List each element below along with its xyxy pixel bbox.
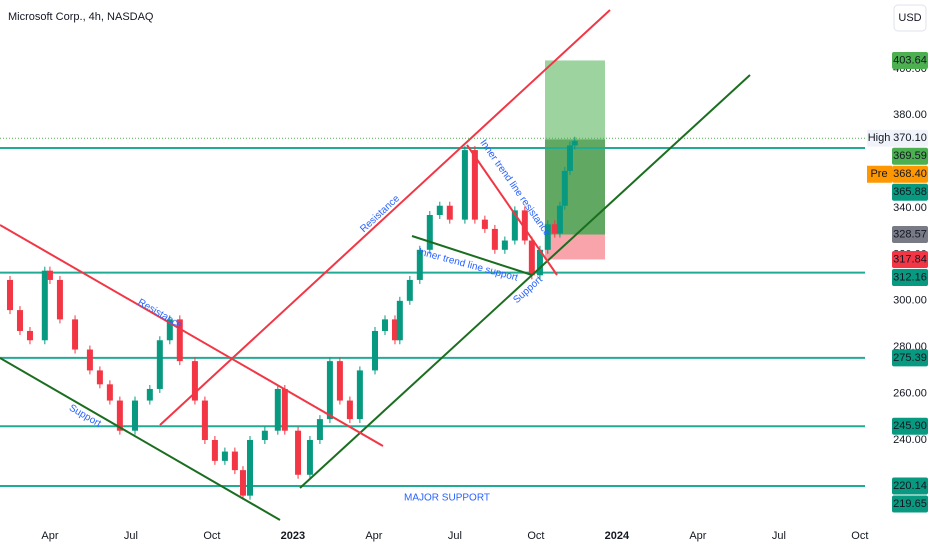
x-tick-label: Jul: [448, 530, 462, 542]
y-tick-label: 340.00: [893, 202, 927, 214]
badge-tag-bg: [867, 129, 892, 147]
x-tick-label: Jul: [124, 530, 138, 542]
currency[interactable]: USD: [898, 12, 921, 24]
price-badge: [892, 51, 928, 69]
y-tick-label: 300.00: [893, 295, 927, 307]
price-badge: [892, 250, 928, 268]
currency-button[interactable]: [893, 4, 927, 32]
trend-line: [0, 357, 281, 521]
trend-line: [299, 74, 751, 489]
trend-line: [159, 9, 611, 426]
x-tick-label: Oct: [527, 530, 544, 542]
y-tick-label: 380.00: [893, 109, 927, 121]
price-badge-label: 275.39: [893, 352, 927, 364]
badge-tag: High: [868, 132, 891, 144]
price-badge-label: 220.14: [893, 480, 927, 492]
x-tick-label: 2023: [281, 530, 305, 542]
x-tick-label: Jul: [772, 530, 786, 542]
price-badge-label: 368.40: [893, 168, 927, 180]
price-badge-label: 328.57: [893, 228, 927, 240]
annotation: MAJOR SUPPORT: [404, 493, 490, 504]
badge-tag-bg: [867, 165, 892, 183]
trend-line: [411, 235, 533, 276]
background-layer: [0, 60, 865, 500]
price-badge: [892, 268, 928, 286]
price-badge-label: 369.59: [893, 150, 927, 162]
price-badge-label: 312.16: [893, 271, 927, 283]
price-badge: [892, 129, 928, 147]
price-badge: [892, 417, 928, 435]
price-badge-label: 245.90: [893, 420, 927, 432]
y-tick-label: 260.00: [893, 388, 927, 400]
x-tick-label: 2024: [605, 530, 630, 542]
price-badge-label: 403.64: [893, 54, 927, 66]
price-badge: [892, 226, 928, 244]
x-tick-label: Apr: [689, 530, 706, 542]
annotation: Resistance: [136, 297, 185, 331]
price-badge: [892, 495, 928, 513]
badge-tag: Pre: [870, 168, 887, 180]
price-badge: [892, 477, 928, 495]
trend-line: [466, 144, 558, 276]
x-tick-label: Oct: [203, 530, 220, 542]
price-badge: [892, 165, 928, 183]
trend-line: [0, 224, 384, 447]
price-badge: [892, 183, 928, 201]
price-badge-label: 219.65: [893, 498, 927, 510]
drawings: [0, 9, 751, 521]
x-tick-label: Oct: [851, 530, 868, 542]
price-badge-label: 370.10: [893, 132, 927, 144]
annotation: Resistance: [358, 193, 402, 235]
chart-title: Microsoft Corp., 4h, NASDAQ: [8, 11, 154, 23]
price-badge-label: 365.88: [893, 186, 927, 198]
x-tick-label: Apr: [41, 530, 58, 542]
price-badge: [892, 349, 928, 367]
price-badge: [892, 147, 928, 165]
y-tick-label: 240.00: [893, 434, 927, 446]
price-badge-label: 317.84: [893, 253, 927, 265]
filled-zone: [545, 139, 605, 235]
x-tick-label: Apr: [365, 530, 382, 542]
